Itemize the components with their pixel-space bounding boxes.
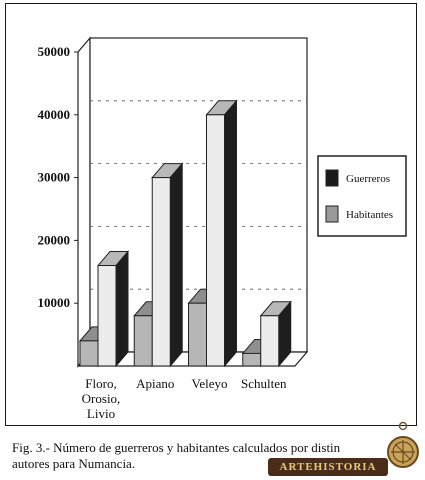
y-tick-label-50000: 50000 xyxy=(38,44,71,59)
bar-side-1-0 xyxy=(115,250,129,368)
x-label-2: Veleyo xyxy=(191,376,227,391)
figure-caption: Fig. 3.- Número de guerreros y habitante… xyxy=(12,440,408,472)
astrolabe-seal-icon xyxy=(387,421,419,468)
bar-habitantes-0 xyxy=(97,265,117,367)
legend-label-habitantes: Habitantes xyxy=(346,209,393,221)
bar-habitantes-1 xyxy=(151,177,171,367)
bar-guerreros-3 xyxy=(242,352,262,367)
legend-swatch-guerreros xyxy=(325,169,339,187)
chart-bars xyxy=(78,99,292,368)
chart-legend: Guerreros Habitantes xyxy=(317,155,407,237)
caption-line-2: autores para Numancia. xyxy=(12,456,136,471)
y-tick-label-30000: 30000 xyxy=(38,170,71,185)
y-tick-label-40000: 40000 xyxy=(38,107,71,122)
x-label-0: Floro, Orosio, Livio xyxy=(82,376,121,421)
bar-chart: 10000 20000 30000 40000 50000 Floro, Orosio, L… xyxy=(38,36,407,421)
y-tick-label-10000: 10000 xyxy=(38,295,71,310)
bar-guerreros-0 xyxy=(79,340,99,367)
legend-box xyxy=(317,155,407,237)
bar-habitantes-3 xyxy=(260,315,280,367)
bar-side-1-2 xyxy=(224,99,237,368)
caption-line-1: Fig. 3.- Número de guerreros y habitante… xyxy=(12,440,341,455)
artehistoria-logo: ARTEHISTORIA xyxy=(268,458,388,476)
figure-frame xyxy=(5,3,417,426)
left-wall xyxy=(77,36,91,368)
bar-guerreros-2 xyxy=(188,302,207,367)
legend-label-guerreros: Guerreros xyxy=(346,173,390,185)
bar-side-1-1 xyxy=(169,162,183,368)
x-label-1: Apiano xyxy=(136,376,174,391)
bar-guerreros-1 xyxy=(133,315,153,367)
logo-text: ARTEHISTORIA xyxy=(279,461,377,473)
y-tick-label-20000: 20000 xyxy=(38,232,71,247)
y-axis-ticks: 10000 20000 30000 40000 50000 xyxy=(38,44,78,310)
x-axis-labels: Floro, Orosio, Livio Apiano Veleyo Schulten xyxy=(82,376,287,421)
x-label-3: Schulten xyxy=(241,376,287,391)
legend-swatch-habitantes xyxy=(325,205,339,223)
bar-habitantes-2 xyxy=(206,114,225,367)
